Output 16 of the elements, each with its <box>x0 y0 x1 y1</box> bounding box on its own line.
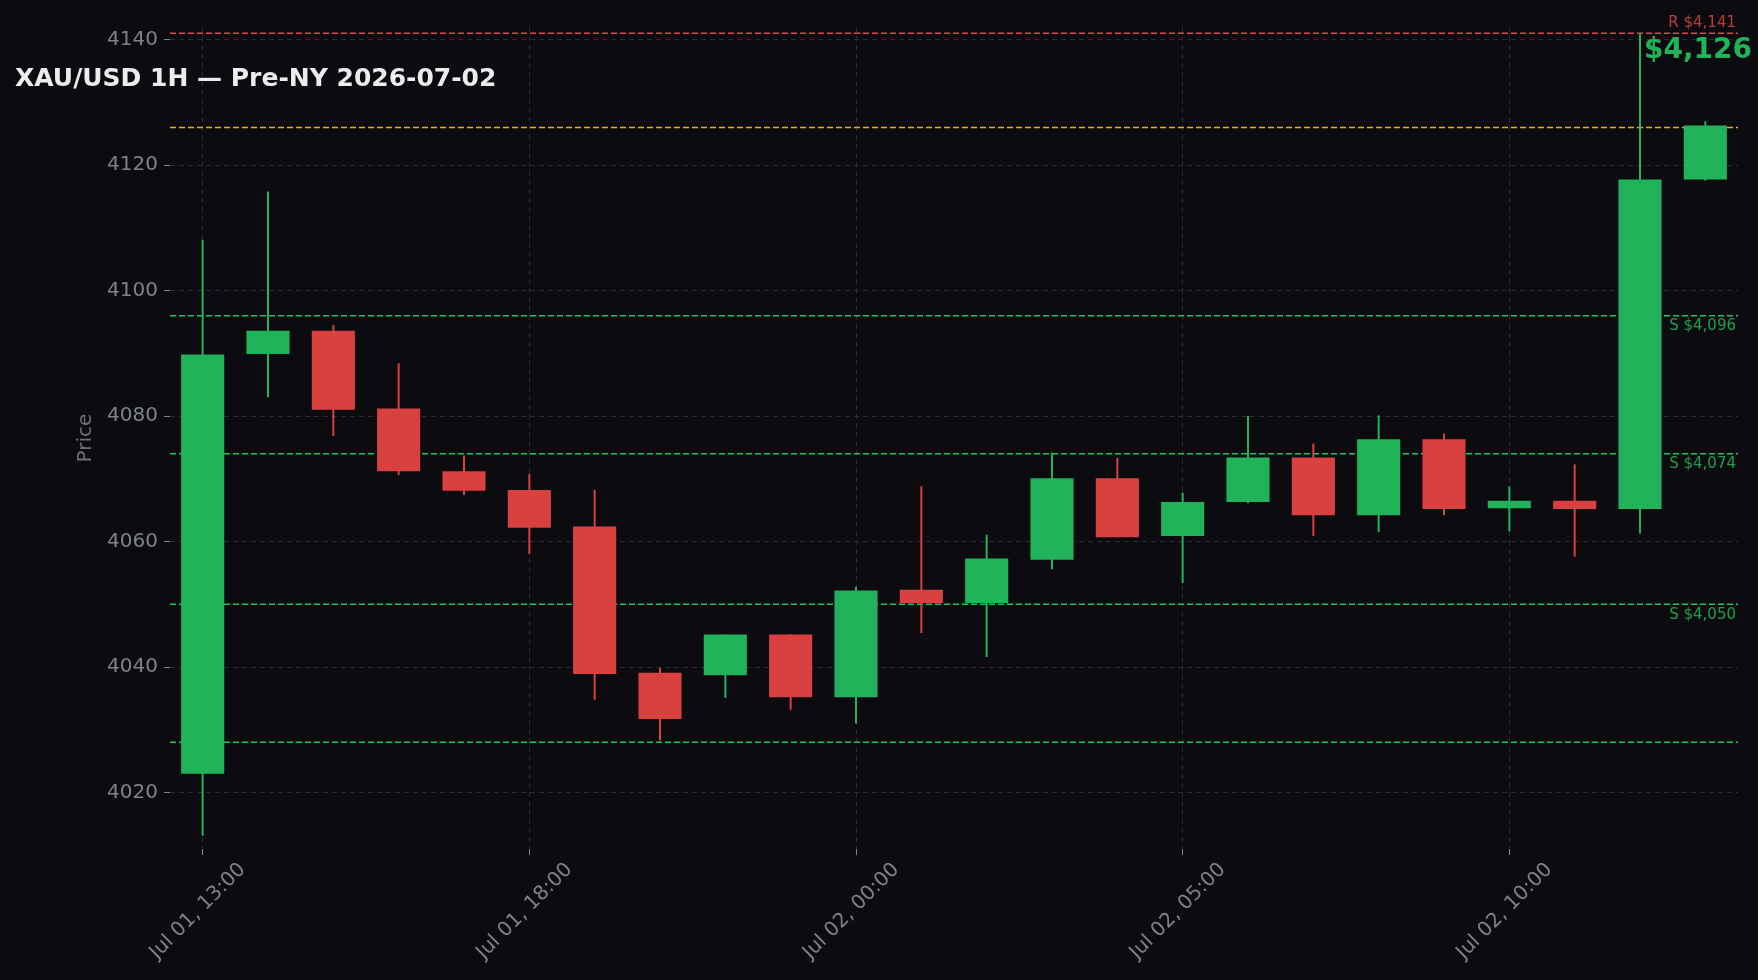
ref-line-label: S $4,074 <box>1669 454 1736 473</box>
annotation: $4,126 <box>1643 32 1752 65</box>
y-axis-title: Price <box>72 413 97 463</box>
y-tick-label: 4120 <box>107 151 158 176</box>
y-tick-label: 4020 <box>107 778 158 803</box>
ref-line-label: S $4,050 <box>1669 604 1736 623</box>
y-tick-label: 4040 <box>107 653 158 678</box>
text: XAU/USD 1H — Pre-NY 2026-07-02 <box>15 63 497 92</box>
y-tick-label: 4140 <box>107 25 158 50</box>
candlestick <box>899 486 943 634</box>
y-tick-label: 4080 <box>107 402 158 427</box>
ref-line-label: S $4,096 <box>1669 316 1736 335</box>
candlestick <box>1553 464 1597 557</box>
y-tick-label: 4060 <box>107 527 158 552</box>
ref-line-label: R $4,141 <box>1668 12 1736 31</box>
y-tick-label: 4100 <box>107 276 158 301</box>
